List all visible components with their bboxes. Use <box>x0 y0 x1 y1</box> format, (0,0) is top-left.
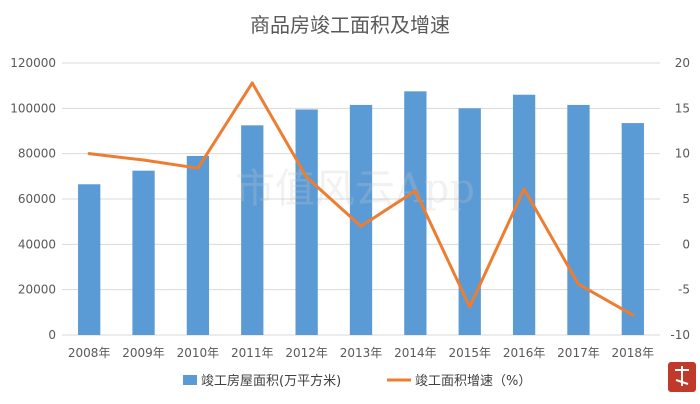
growth-point-2017年 <box>576 282 580 286</box>
x-tick-label: 2010年 <box>177 346 220 360</box>
x-tick-label: 2016年 <box>503 346 546 360</box>
growth-point-2011年 <box>250 81 254 85</box>
left-tick-label: 120000 <box>10 56 56 70</box>
right-tick-label: -10 <box>670 328 690 342</box>
left-tick-label: 0 <box>48 328 56 342</box>
right-tick-label: -5 <box>678 283 690 297</box>
legend-line-label: 竣工面积增速（%） <box>415 374 531 389</box>
x-tick-label: 2018年 <box>612 346 655 360</box>
chart-title: 商品房竣工面积及增速 <box>250 13 450 37</box>
legend-bar-label: 竣工房屋面积(万平方米) <box>201 373 341 389</box>
bar-2014年 <box>404 91 427 335</box>
watermark: 市值风云App <box>235 166 475 212</box>
bar-2011年 <box>241 125 264 335</box>
legend-bar-swatch <box>183 375 197 385</box>
right-tick-label: 15 <box>675 101 690 115</box>
right-tick-label: 5 <box>682 192 690 206</box>
right-axis-ticks: -10 -5 0 5 10 15 20 <box>670 56 690 342</box>
x-tick-label: 2011年 <box>231 346 274 360</box>
bar-2008年 <box>78 184 101 335</box>
growth-point-2018年 <box>631 313 635 317</box>
right-tick-label: 20 <box>675 56 690 70</box>
left-tick-label: 40000 <box>18 237 56 251</box>
left-tick-label: 100000 <box>10 101 56 115</box>
line-series-layer <box>87 81 635 317</box>
bar-2010年 <box>186 155 210 335</box>
right-tick-label: 10 <box>675 147 690 161</box>
growth-point-2012年 <box>305 175 309 179</box>
x-tick-label: 2012年 <box>285 346 328 360</box>
x-tick-label: 2009年 <box>122 346 165 360</box>
growth-point-2010年 <box>196 166 200 170</box>
x-tick-label: 2017年 <box>557 346 600 360</box>
right-tick-label: 0 <box>682 237 690 251</box>
x-tick-label: 2014年 <box>394 346 437 360</box>
growth-point-2013年 <box>359 224 363 228</box>
bar-series-layer <box>78 91 644 335</box>
left-tick-label: 60000 <box>18 192 56 206</box>
legend: 竣工房屋面积(万平方米) 竣工面积增速（%） <box>183 373 531 389</box>
x-tick-label: 2015年 <box>448 346 491 360</box>
bar-2017年 <box>567 104 590 335</box>
x-tick-label: 2013年 <box>340 346 383 360</box>
bar-2012年 <box>295 109 318 335</box>
left-tick-label: 20000 <box>18 283 56 297</box>
bar-2013年 <box>349 104 373 335</box>
x-axis-ticks: 2008年 2009年 2010年 2011年 2012年 2013年 2014年 2015年… <box>68 346 654 360</box>
bar-2018年 <box>621 123 644 335</box>
growth-point-2016年 <box>522 187 526 191</box>
bar-2009年 <box>132 170 155 335</box>
bar-2016年 <box>512 94 536 335</box>
bar-2015年 <box>458 108 481 335</box>
growth-point-2009年 <box>142 158 146 162</box>
x-tick-label: 2008年 <box>68 346 111 360</box>
growth-point-2014年 <box>413 189 417 193</box>
logo-badge <box>668 362 696 392</box>
left-axis-ticks: 0 20000 40000 60000 80000 100000 120000 <box>10 56 56 342</box>
growth-point-2008年 <box>87 152 91 156</box>
growth-point-2015年 <box>468 305 472 309</box>
left-tick-label: 80000 <box>18 147 56 161</box>
